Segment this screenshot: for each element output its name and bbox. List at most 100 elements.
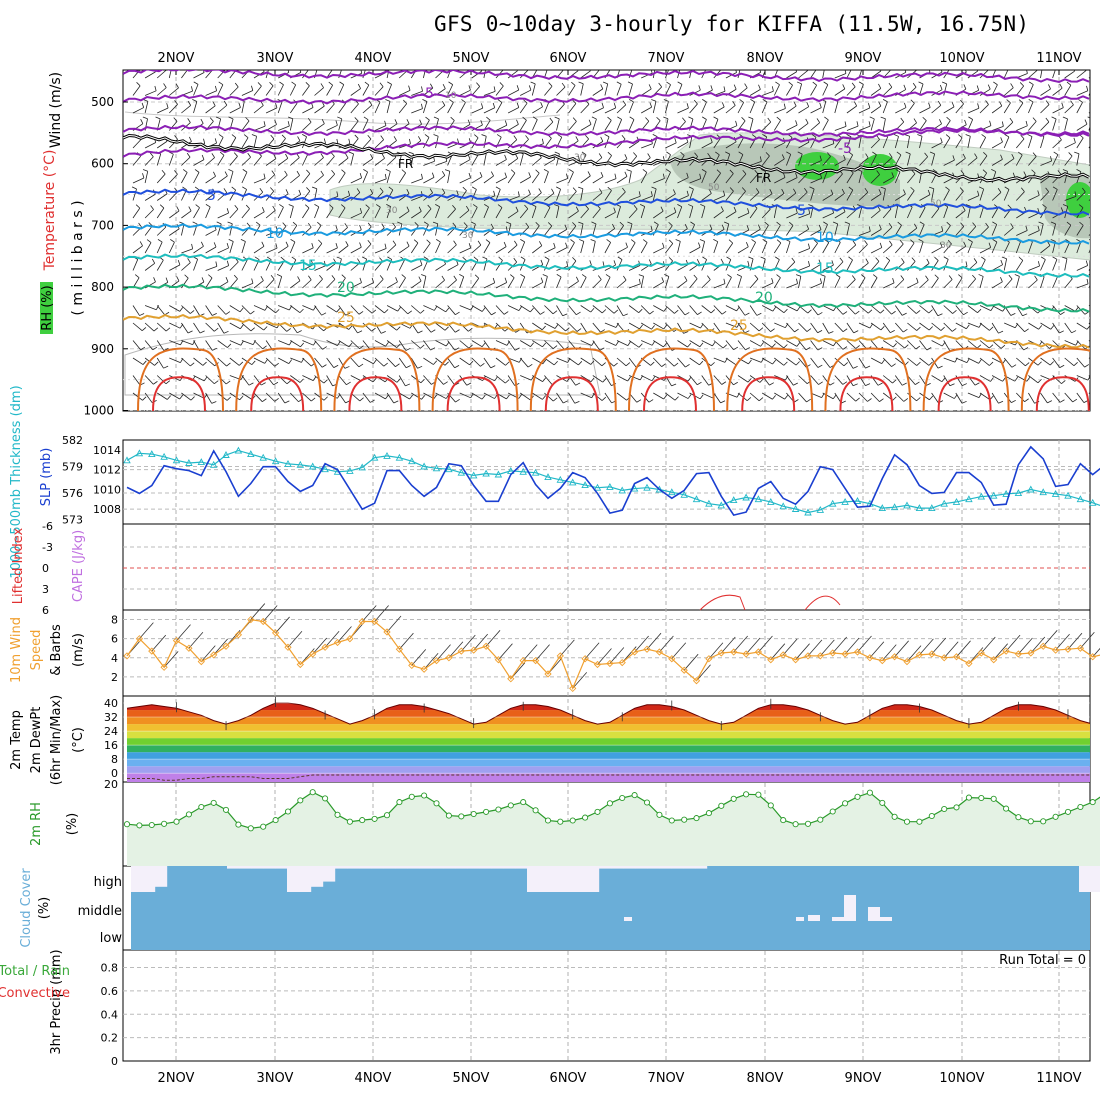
wind-barb-flag xyxy=(709,417,713,420)
high-cloud-gap xyxy=(1079,866,1092,892)
wind-barb xyxy=(326,279,336,289)
wind-barb-flag xyxy=(1079,221,1084,226)
wind-barb xyxy=(1016,191,1025,201)
wind-barb-flag xyxy=(193,81,199,85)
wind-barb-flag xyxy=(514,347,520,351)
surface-wind-barb xyxy=(163,651,179,668)
rh-legend-box xyxy=(40,282,53,334)
wind-barb xyxy=(1028,136,1033,149)
wind-barb-flag xyxy=(417,136,422,141)
wind-barb xyxy=(1003,70,1009,79)
wind-barb xyxy=(774,108,786,114)
wind-barb xyxy=(761,101,768,114)
high-cloud-gap xyxy=(227,866,240,869)
wind-barb-flag xyxy=(153,381,158,385)
wind-barb xyxy=(519,193,531,201)
wind-barb xyxy=(410,242,419,254)
wind-barb-flag xyxy=(248,382,254,386)
wind-barb xyxy=(544,171,549,184)
wind-barb-flag xyxy=(797,151,803,155)
wind-barb xyxy=(156,87,167,96)
wind-barb-flag xyxy=(344,366,350,369)
wind-barb-flag xyxy=(865,365,871,369)
wind-barb-flag xyxy=(153,277,156,283)
wind-barb-flag xyxy=(501,65,504,69)
surface-wind-barb xyxy=(609,647,625,664)
wind-barb xyxy=(1076,123,1088,131)
wind-barb-flag xyxy=(532,116,538,120)
wind-barb xyxy=(628,340,640,348)
wind-barb-flag xyxy=(652,134,658,138)
wind-barb xyxy=(1040,392,1048,404)
wind-barb xyxy=(773,206,777,219)
wind-barb-flag xyxy=(696,259,700,264)
wind-barb xyxy=(1064,305,1076,312)
wind-barb-flag xyxy=(756,312,762,316)
wind-speed-marker xyxy=(890,653,899,661)
wind-barb xyxy=(217,70,226,79)
wind-barb-flag xyxy=(433,134,439,137)
wind-barb xyxy=(241,137,249,149)
rh-marker xyxy=(309,789,316,796)
wind-barb-flag xyxy=(231,134,237,138)
wind-barb-flag xyxy=(624,171,628,177)
surface-wind-barb xyxy=(584,642,600,659)
wind-barb-flag xyxy=(823,81,829,85)
pressure-tick-label: 900 xyxy=(91,342,114,356)
wind-barb xyxy=(302,173,311,184)
high-cloud-gap xyxy=(527,866,540,892)
wind-barb-flag xyxy=(879,398,884,402)
wind-barb-flag xyxy=(827,152,831,157)
wind-barb-flag xyxy=(1060,207,1064,213)
wind-barb xyxy=(338,410,340,411)
wind-barb xyxy=(519,120,527,131)
wind-barb xyxy=(302,305,314,311)
wind-barb xyxy=(507,139,518,149)
contour-label: -5 xyxy=(420,86,434,102)
wind-barb xyxy=(580,305,591,313)
wind-barb-flag xyxy=(252,340,256,345)
wind-barb xyxy=(169,210,180,219)
wind-barb-flag xyxy=(622,313,628,317)
wind-barb-flag xyxy=(515,153,519,159)
wind-barb-flag xyxy=(648,399,654,403)
wind-barb-flag xyxy=(616,81,622,85)
wind-barb-flag xyxy=(690,221,695,225)
wind-barb xyxy=(568,210,579,219)
wind-barb-flag xyxy=(531,204,537,207)
wind-barb-flag xyxy=(200,241,204,247)
high-cloud-gap xyxy=(611,866,624,869)
precip-tick-label: 0.8 xyxy=(101,962,119,975)
wind-barb-flag xyxy=(674,137,677,143)
wind-barb-flag xyxy=(192,340,196,345)
wind-barb-flag xyxy=(960,170,965,175)
wind-barb xyxy=(374,410,376,411)
wind-tick-label: 6 xyxy=(111,633,118,646)
wind-barb xyxy=(798,248,810,254)
wind-barb-flag xyxy=(993,64,997,67)
wind-barb-flag xyxy=(154,361,159,366)
wind-barb xyxy=(967,278,976,289)
wind-barb xyxy=(967,305,978,314)
wind-barb-flag xyxy=(903,84,907,90)
wind-barb-flag xyxy=(392,240,397,246)
wind-barb-flag xyxy=(715,151,720,156)
wind-barb xyxy=(822,119,829,131)
thickness-marker xyxy=(123,456,131,464)
wind-barb-flag xyxy=(1022,313,1028,317)
rh-marker xyxy=(148,821,155,829)
wind-barb-flag xyxy=(604,134,610,138)
wind-barb xyxy=(846,340,857,349)
wind-barb xyxy=(144,340,154,351)
wind-barb-flag xyxy=(201,154,205,160)
wind-barb xyxy=(665,101,669,114)
wind-barb-flag xyxy=(852,240,857,246)
wind-barb xyxy=(580,340,592,346)
wind-barb-flag xyxy=(629,64,633,66)
wind-barb-flag xyxy=(754,169,759,175)
contour-label: 50 xyxy=(930,199,942,209)
wind-barb-flag xyxy=(566,173,569,179)
wind-barb-flag xyxy=(872,151,877,156)
wind-barb xyxy=(846,209,857,219)
wind-barb-flag xyxy=(742,169,747,175)
